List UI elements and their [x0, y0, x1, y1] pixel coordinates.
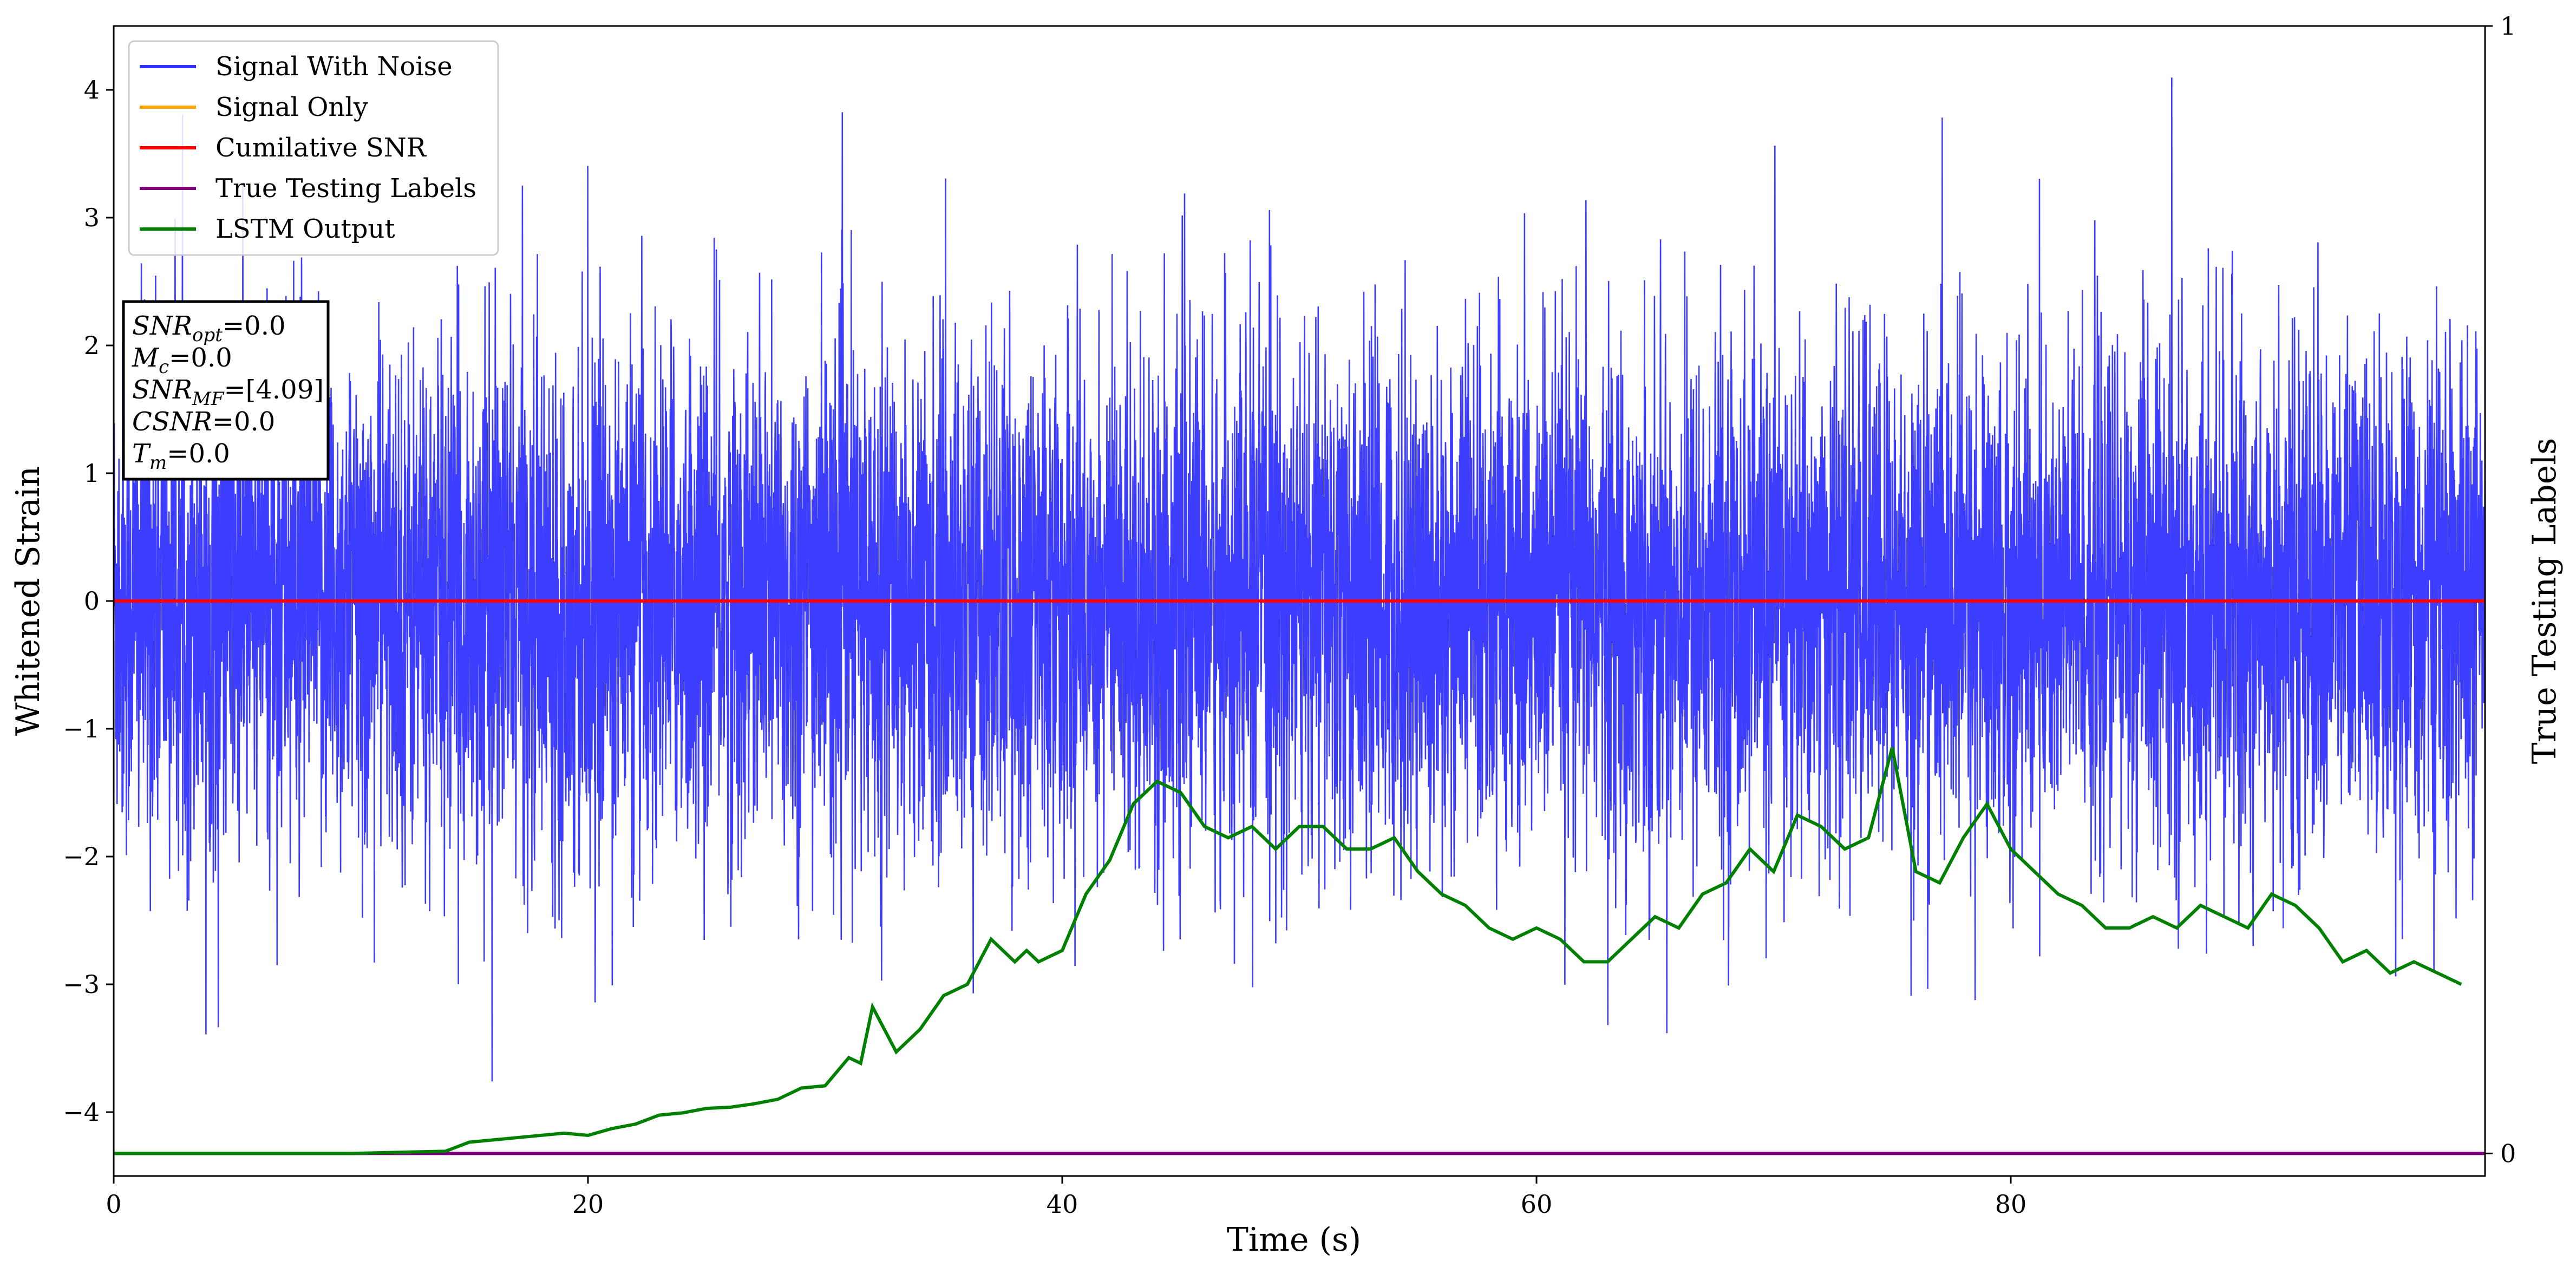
annotation-line: SNRMF=[4.09]	[132, 375, 324, 410]
y-tick-label: 0	[84, 586, 100, 616]
series-lines-layer	[114, 599, 2485, 1155]
y2-tick-label: 1	[2500, 11, 2516, 41]
legend-label-cumilative-snr: Cumilative SNR	[215, 133, 427, 163]
x-tick-label: 80	[1995, 1190, 2027, 1219]
annotation-line: SNRopt=0.0	[132, 311, 286, 346]
x-tick-label: 0	[106, 1190, 121, 1219]
x-axis-label: Time (s)	[1227, 1221, 1361, 1259]
series-signal-with-noise-line	[114, 77, 2485, 1082]
y2-axis-label: True Testing Labels	[2526, 438, 2564, 765]
y2-tick-label: 0	[2500, 1139, 2516, 1168]
left-axis: −4 −3 −2 −1 0 1 2 3 4	[63, 75, 114, 1127]
series-lstm-output-line	[114, 747, 2462, 1155]
y-tick-label: −3	[63, 970, 100, 999]
annotation-frame	[122, 300, 330, 481]
x-tick-label: 20	[572, 1190, 604, 1219]
y-tick-label: 2	[84, 331, 100, 360]
annotation-line: Mc=0.0	[132, 343, 232, 378]
y-tick-label: 4	[84, 75, 100, 104]
legend-label-signal-only: Signal Only	[215, 92, 368, 122]
legend-label-true-testing-labels: True Testing Labels	[215, 173, 476, 204]
x-axis: 0 20 40 60 80	[106, 1176, 2026, 1219]
x-tick-label: 40	[1047, 1190, 1078, 1219]
y-tick-label: −4	[63, 1097, 100, 1127]
annotation-box: SNRopt=0.0Mc=0.0SNRMF=[4.09]CSNR=0.0Tm=0…	[122, 300, 330, 481]
y-tick-label: −1	[63, 714, 100, 743]
legend-label-signal-with-noise: Signal With Noise	[215, 51, 453, 82]
right-axis: 01	[2485, 11, 2516, 1168]
x-tick-label: 60	[1521, 1190, 1553, 1219]
y-tick-label: 3	[84, 203, 100, 232]
legend-box	[128, 40, 499, 256]
legend-label-lstm-output: LSTM Output	[215, 214, 395, 244]
annotation-line: CSNR=0.0	[132, 407, 275, 437]
y-tick-label: −2	[63, 842, 100, 871]
annotation-line: Tm=0.0	[132, 439, 230, 474]
legend: Signal With Noise Signal Only Cumilative S…	[128, 40, 499, 256]
y-tick-label: 1	[84, 459, 100, 488]
series-signal-with-noise-layer	[114, 77, 2485, 1082]
y-axis-label: Whitened Strain	[9, 466, 47, 736]
